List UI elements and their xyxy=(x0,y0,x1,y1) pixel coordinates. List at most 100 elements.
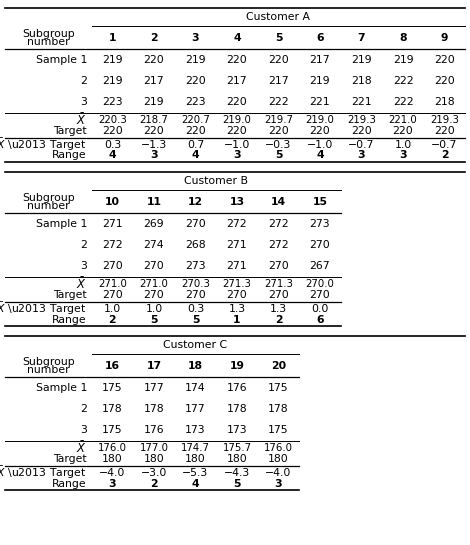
Text: 271.3: 271.3 xyxy=(222,279,251,289)
Text: 220: 220 xyxy=(143,126,164,136)
Text: 4: 4 xyxy=(316,150,324,160)
Text: 3: 3 xyxy=(233,150,241,160)
Text: 3: 3 xyxy=(150,150,158,160)
Text: −1.3: −1.3 xyxy=(141,140,167,150)
Text: 7: 7 xyxy=(358,33,365,43)
Text: 5: 5 xyxy=(192,314,199,324)
Text: 271.0: 271.0 xyxy=(98,279,127,289)
Text: −0.7: −0.7 xyxy=(431,140,458,150)
Text: 1.3: 1.3 xyxy=(270,304,287,314)
Text: 220: 220 xyxy=(143,54,164,64)
Text: 222: 222 xyxy=(393,98,413,107)
Text: 220: 220 xyxy=(392,126,414,136)
Text: 175: 175 xyxy=(268,383,289,392)
Text: number: number xyxy=(27,365,70,375)
Text: $\bar{X}$ \u2013 Target: $\bar{X}$ \u2013 Target xyxy=(0,301,87,317)
Text: 222: 222 xyxy=(268,98,289,107)
Text: −1.0: −1.0 xyxy=(307,140,333,150)
Text: $\bar{X}$ \u2013 Target: $\bar{X}$ \u2013 Target xyxy=(0,465,87,481)
Text: −3.0: −3.0 xyxy=(141,468,167,478)
Text: 5: 5 xyxy=(233,479,241,488)
Text: 1.0: 1.0 xyxy=(145,304,163,314)
Text: 220: 220 xyxy=(434,126,455,136)
Text: 0.3: 0.3 xyxy=(104,140,121,150)
Text: 3: 3 xyxy=(192,33,199,43)
Text: 219.7: 219.7 xyxy=(264,115,293,125)
Text: 4: 4 xyxy=(192,150,199,160)
Text: $\bar{X}$: $\bar{X}$ xyxy=(76,276,87,292)
Text: Customer C: Customer C xyxy=(164,340,227,350)
Text: 174.7: 174.7 xyxy=(181,443,210,453)
Text: 217: 217 xyxy=(268,76,289,86)
Text: 178: 178 xyxy=(102,404,123,414)
Text: Subgroup: Subgroup xyxy=(22,28,75,39)
Text: 177: 177 xyxy=(144,383,164,392)
Text: 270: 270 xyxy=(310,240,330,250)
Text: 218: 218 xyxy=(351,76,372,86)
Text: 3: 3 xyxy=(80,98,87,107)
Text: 2: 2 xyxy=(441,150,448,160)
Text: 222: 222 xyxy=(393,76,413,86)
Text: 175: 175 xyxy=(102,426,123,435)
Text: 270: 270 xyxy=(268,262,289,271)
Text: 4: 4 xyxy=(233,33,241,43)
Text: 20: 20 xyxy=(271,361,286,371)
Text: 3: 3 xyxy=(80,426,87,435)
Text: 12: 12 xyxy=(188,197,203,207)
Text: 2: 2 xyxy=(80,240,87,250)
Text: 269: 269 xyxy=(144,219,164,228)
Text: 10: 10 xyxy=(105,197,120,207)
Text: 177.0: 177.0 xyxy=(140,443,168,453)
Text: 272: 272 xyxy=(268,219,289,228)
Text: 175.7: 175.7 xyxy=(222,443,251,453)
Text: 9: 9 xyxy=(441,33,448,43)
Text: 221.0: 221.0 xyxy=(389,115,417,125)
Text: 273: 273 xyxy=(310,219,330,228)
Text: 271.3: 271.3 xyxy=(264,279,293,289)
Text: 217: 217 xyxy=(144,76,164,86)
Text: 267: 267 xyxy=(310,262,330,271)
Text: number: number xyxy=(27,37,70,47)
Text: 18: 18 xyxy=(188,361,203,371)
Text: 15: 15 xyxy=(313,197,328,207)
Text: 6: 6 xyxy=(316,33,324,43)
Text: 0.7: 0.7 xyxy=(187,140,204,150)
Text: −0.3: −0.3 xyxy=(265,140,292,150)
Text: 219.3: 219.3 xyxy=(347,115,376,125)
Text: 217: 217 xyxy=(227,76,247,86)
Text: Range: Range xyxy=(52,150,87,160)
Text: 270: 270 xyxy=(143,262,164,271)
Text: 174: 174 xyxy=(185,383,206,392)
Text: 176: 176 xyxy=(144,426,164,435)
Text: number: number xyxy=(27,201,70,211)
Text: −1.0: −1.0 xyxy=(224,140,250,150)
Text: 220: 220 xyxy=(227,98,247,107)
Text: 270: 270 xyxy=(268,290,289,300)
Text: 176: 176 xyxy=(227,383,247,392)
Text: 223: 223 xyxy=(185,98,206,107)
Text: Target: Target xyxy=(53,290,87,300)
Text: 8: 8 xyxy=(400,33,407,43)
Text: 220.7: 220.7 xyxy=(181,115,210,125)
Text: 178: 178 xyxy=(227,404,247,414)
Text: 270: 270 xyxy=(185,219,206,228)
Text: 272: 272 xyxy=(102,240,123,250)
Text: 219.3: 219.3 xyxy=(430,115,459,125)
Text: $\bar{X}$: $\bar{X}$ xyxy=(76,112,87,128)
Text: 270.0: 270.0 xyxy=(306,279,335,289)
Text: $\bar{X}$: $\bar{X}$ xyxy=(76,440,87,456)
Text: 3: 3 xyxy=(80,262,87,271)
Text: 3: 3 xyxy=(358,150,365,160)
Text: 220: 220 xyxy=(268,54,289,64)
Text: 2: 2 xyxy=(274,314,282,324)
Text: $\bar{X}$ \u2013 Target: $\bar{X}$ \u2013 Target xyxy=(0,137,87,153)
Text: 0.3: 0.3 xyxy=(187,304,204,314)
Text: Customer A: Customer A xyxy=(246,13,311,22)
Text: 220: 220 xyxy=(434,54,455,64)
Text: 272: 272 xyxy=(268,240,289,250)
Text: 1.0: 1.0 xyxy=(104,304,121,314)
Text: 178: 178 xyxy=(268,404,289,414)
Text: 3: 3 xyxy=(109,479,116,488)
Text: 3: 3 xyxy=(274,479,282,488)
Text: 220: 220 xyxy=(227,126,247,136)
